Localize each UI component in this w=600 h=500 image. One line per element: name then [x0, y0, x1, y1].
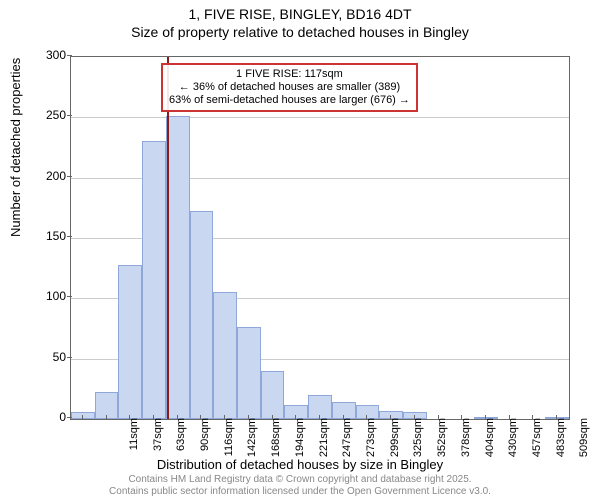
histogram-bar [118, 265, 142, 419]
x-tick-label: 247sqm [341, 418, 353, 468]
x-tick-label: 378sqm [460, 418, 472, 468]
histogram-plot: 1 FIVE RISE: 117sqm← 36% of detached hou… [70, 56, 570, 420]
annot-line1: 1 FIVE RISE: 117sqm [236, 68, 343, 80]
x-tick-mark [82, 415, 83, 420]
x-tick-label: 273sqm [365, 418, 377, 468]
x-tick-mark [438, 415, 439, 420]
credit-line-1: Contains HM Land Registry data © Crown c… [128, 474, 471, 485]
x-tick-label: 168sqm [270, 418, 282, 468]
x-tick-mark [461, 415, 462, 420]
x-tick-mark [295, 415, 296, 420]
x-tick-label: 430sqm [507, 418, 519, 468]
x-tick-label: 116sqm [223, 418, 235, 468]
x-tick-label: 509sqm [578, 418, 590, 468]
histogram-bar [213, 292, 237, 419]
x-tick-mark [200, 415, 201, 420]
histogram-bar [71, 412, 95, 419]
x-tick-mark [366, 415, 367, 420]
x-tick-mark [272, 415, 273, 420]
x-tick-label: 221sqm [318, 418, 330, 468]
y-tick: 150 [26, 229, 66, 243]
x-tick-mark [556, 415, 557, 420]
credits: Contains HM Land Registry data © Crown c… [0, 474, 600, 498]
x-tick-mark [509, 415, 510, 420]
x-tick-label: 299sqm [389, 418, 401, 468]
x-tick-mark [153, 415, 154, 420]
x-tick-mark [532, 415, 533, 420]
y-tick: 250 [26, 108, 66, 122]
x-tick-label: 11sqm [128, 418, 140, 468]
x-tick-label: 404sqm [484, 418, 496, 468]
histogram-bar [237, 327, 261, 419]
y-tick: 300 [26, 48, 66, 62]
x-tick-mark [129, 415, 130, 420]
x-tick-mark [177, 415, 178, 420]
annot-line3: 63% of semi-detached houses are larger (… [169, 94, 410, 106]
y-tick: 200 [26, 169, 66, 183]
x-tick-mark [343, 415, 344, 420]
annotation-box: 1 FIVE RISE: 117sqm← 36% of detached hou… [161, 63, 418, 112]
y-tick: 50 [26, 350, 66, 364]
x-tick-label: 325sqm [412, 418, 424, 468]
x-tick-mark [414, 415, 415, 420]
x-tick-label: 457sqm [531, 418, 543, 468]
x-tick-mark [248, 415, 249, 420]
x-tick-label: 90sqm [199, 418, 211, 468]
histogram-bar [190, 211, 214, 419]
histogram-bar [166, 116, 190, 419]
y-tick: 100 [26, 289, 66, 303]
credit-line-2: Contains public sector information licen… [109, 486, 491, 497]
y-axis-label: Number of detached properties [8, 58, 23, 237]
title-line-1: 1, FIVE RISE, BINGLEY, BD16 4DT [0, 6, 600, 22]
x-tick-mark [224, 415, 225, 420]
title-line-2: Size of property relative to detached ho… [0, 24, 600, 40]
x-tick-mark [485, 415, 486, 420]
x-tick-mark [319, 415, 320, 420]
gridline [71, 117, 569, 118]
x-tick-label: 142sqm [246, 418, 258, 468]
x-tick-label: 483sqm [555, 418, 567, 468]
y-tick: 0 [26, 410, 66, 424]
histogram-bar [261, 371, 285, 419]
annot-line2: ← 36% of detached houses are smaller (38… [179, 81, 400, 93]
x-tick-mark [390, 415, 391, 420]
x-tick-label: 37sqm [152, 418, 164, 468]
histogram-bar [142, 141, 166, 419]
x-tick-label: 63sqm [175, 418, 187, 468]
x-tick-mark [106, 415, 107, 420]
x-tick-label: 194sqm [294, 418, 306, 468]
x-tick-label: 352sqm [436, 418, 448, 468]
